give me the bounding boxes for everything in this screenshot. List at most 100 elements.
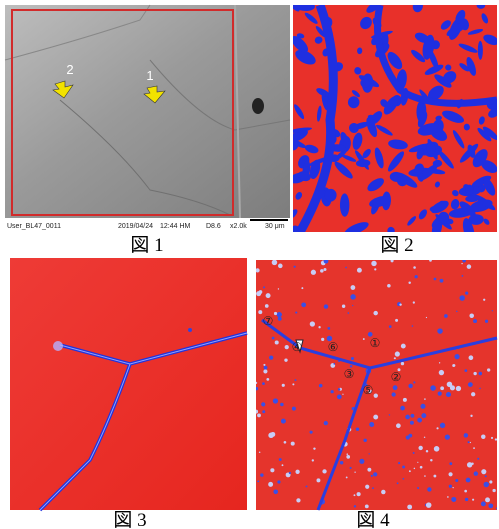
blue-region — [477, 458, 479, 460]
blue-region — [331, 390, 334, 393]
marker-label: 1 — [146, 68, 153, 83]
blue-region — [324, 421, 328, 425]
blue-region — [295, 470, 299, 474]
blue-region — [254, 410, 258, 414]
blue-region — [438, 392, 442, 396]
blue-region — [456, 311, 457, 312]
blue-region — [451, 497, 456, 502]
marker-label: ④ — [292, 340, 303, 354]
blue-region — [255, 387, 258, 390]
blue-region — [395, 319, 398, 322]
blue-region — [395, 351, 400, 356]
blue-region — [420, 404, 425, 409]
blue-region — [264, 366, 268, 370]
blue-region — [323, 268, 326, 271]
blue-region — [466, 478, 471, 483]
blue-region — [367, 468, 371, 472]
blue-region — [363, 439, 366, 442]
blue-region — [350, 294, 355, 299]
blue-region — [320, 269, 324, 273]
blue-region — [410, 421, 414, 425]
blue-region — [381, 490, 385, 494]
blue-region — [266, 293, 271, 298]
blue-region — [345, 267, 347, 269]
blue-region — [472, 499, 474, 501]
caption: 図 4 — [356, 510, 390, 529]
blue-region — [401, 362, 404, 365]
blue-region — [421, 413, 426, 418]
blue-region — [470, 442, 471, 443]
blue-region — [434, 278, 437, 281]
blue-region — [424, 437, 425, 438]
blue-region — [262, 382, 265, 385]
blue-region — [291, 442, 295, 446]
blue-region — [417, 487, 419, 489]
blue-region — [357, 492, 361, 496]
marker-label: ⑦ — [263, 314, 274, 328]
blue-region — [461, 263, 462, 264]
blue-region — [481, 435, 485, 439]
blue-region — [420, 466, 423, 469]
blue-region — [450, 385, 455, 390]
blue-region — [407, 505, 412, 510]
marker-label: ① — [370, 336, 381, 350]
blue-region — [491, 437, 493, 439]
blue-region — [434, 446, 440, 452]
blue-region — [471, 463, 473, 465]
blue-region — [469, 355, 474, 360]
blue-region — [321, 338, 324, 341]
inclusion — [53, 341, 63, 351]
marker-label: ⑤ — [363, 383, 374, 397]
blue-region — [400, 406, 405, 411]
blue-region — [474, 471, 478, 475]
blue-region — [373, 415, 378, 420]
blue-region — [403, 478, 405, 480]
blue-region — [391, 392, 395, 396]
blue-region — [263, 364, 265, 366]
blue-region — [389, 325, 392, 328]
blue-region — [473, 372, 476, 375]
blue-region — [275, 340, 279, 344]
blue-region — [394, 357, 396, 359]
blue-region — [268, 482, 273, 487]
blue-region — [328, 327, 331, 330]
blue-region — [452, 487, 453, 488]
blue-region — [296, 498, 300, 502]
blue-region — [426, 502, 432, 508]
blue-region — [487, 368, 490, 371]
blue-region — [479, 388, 480, 389]
blue-region — [350, 467, 352, 469]
blue-region — [471, 392, 475, 396]
blue-region — [437, 328, 443, 334]
blue-region — [427, 487, 431, 491]
blue-region — [439, 370, 444, 375]
blue-region — [373, 311, 377, 315]
blue-region — [399, 303, 401, 305]
blue-region — [350, 285, 355, 290]
blue-region — [391, 259, 394, 262]
blue-region — [483, 482, 489, 488]
blue-region — [440, 279, 444, 283]
blue-region — [280, 403, 283, 406]
blue-region — [439, 362, 440, 363]
blue-region — [445, 434, 450, 439]
blue-region — [402, 466, 405, 469]
blue-region — [260, 473, 263, 476]
blue-region — [279, 458, 282, 461]
blue-region — [453, 364, 456, 367]
figure-2: 図 2 — [282, 0, 499, 256]
blue-region — [359, 459, 364, 464]
blue-region — [295, 312, 297, 314]
caption: 図 2 — [380, 235, 413, 256]
blue-region — [465, 498, 468, 501]
blue-region — [401, 344, 406, 349]
blue-region — [460, 298, 462, 300]
caption: 図 1 — [130, 235, 163, 256]
figure-3: 図 3 — [10, 258, 247, 529]
blue-region — [436, 427, 438, 429]
blue-region — [311, 270, 316, 275]
blue-region — [346, 455, 350, 459]
blue-region — [277, 480, 280, 483]
blue-region — [417, 418, 422, 423]
blue-region — [389, 414, 390, 415]
